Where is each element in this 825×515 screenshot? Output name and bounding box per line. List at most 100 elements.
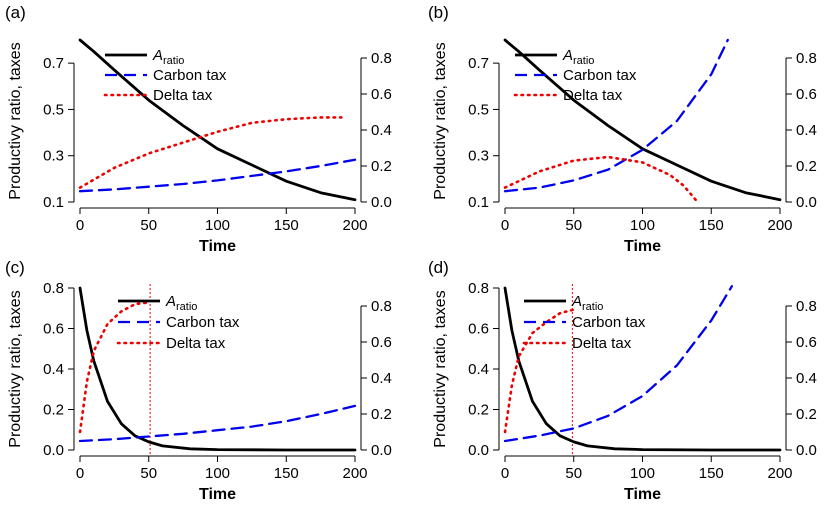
x-tick-label: 100 (205, 465, 230, 482)
panel-a: (a) 0 50 100 150 200 Time 0.1 0.3 0.5 0.7 Productiv… (5, 3, 392, 255)
y-axis-right: 0.0 0.2 0.4 0.6 0.8 (785, 298, 817, 459)
x-tick-label: 0 (501, 217, 509, 234)
y-left-tick-label: 0.6 (468, 321, 489, 338)
x-axis: 0 50 100 150 200 Time (76, 455, 368, 503)
y-left-tick-label: 0.8 (468, 280, 489, 297)
y-left-tick-label: 0.2 (43, 402, 64, 419)
y-right-tick-label: 0.8 (796, 50, 817, 67)
y-left-tick-label: 0.7 (43, 55, 64, 72)
y-right-tick-label: 0.4 (371, 122, 392, 139)
legend-a-ratio-subscript: ratio (176, 301, 197, 313)
y-right-tick-label: 0.0 (796, 442, 817, 459)
plot-area (78, 38, 357, 202)
x-tick-label: 50 (140, 465, 157, 482)
y-axis-left-label: Productivy ratio, taxes (7, 290, 24, 447)
legend-carbon-tax-label: Carbon tax (153, 67, 227, 84)
x-tick-label: 200 (767, 465, 792, 482)
y-right-tick-label: 0.0 (371, 442, 392, 459)
legend-a-ratio-subscript: ratio (163, 55, 184, 67)
legend-carbon-tax-label: Carbon tax (166, 314, 240, 331)
y-right-tick-label: 0.2 (796, 158, 817, 175)
y-right-tick-label: 0.0 (796, 194, 817, 211)
y-left-tick-label: 0.7 (468, 55, 489, 72)
x-axis-label: Time (624, 486, 661, 503)
legend-delta-tax-label: Delta tax (153, 87, 213, 104)
y-axis-right: 0.0 0.2 0.4 0.6 0.8 (785, 50, 817, 211)
plot-area (503, 38, 782, 204)
y-right-tick-label: 0.8 (371, 298, 392, 315)
legend-a-ratio-label: Aratio (152, 47, 184, 67)
legend-a-ratio-label: Aratio (165, 293, 197, 313)
x-tick-label: 50 (140, 217, 157, 234)
x-tick-label: 0 (501, 465, 509, 482)
legend-a-ratio-main: A (562, 47, 573, 64)
panel-label: (a) (5, 3, 26, 22)
y-axis-left: 0.1 0.3 0.5 0.7 Productivy ratio, taxes (432, 42, 500, 211)
x-tick-label: 0 (76, 465, 84, 482)
y-left-tick-label: 0.0 (43, 442, 64, 459)
y-left-tick-label: 0.4 (468, 361, 489, 378)
y-right-tick-label: 0.0 (371, 194, 392, 211)
y-left-tick-label: 0.8 (43, 280, 64, 297)
legend-a-ratio-subscript: ratio (573, 55, 594, 67)
y-left-tick-label: 0.5 (468, 101, 489, 118)
x-axis-label: Time (624, 238, 661, 255)
y-right-tick-label: 0.4 (796, 122, 817, 139)
x-axis-label: Time (199, 486, 236, 503)
x-tick-label: 150 (274, 217, 299, 234)
a-ratio-line (503, 38, 782, 202)
x-tick-label: 50 (565, 465, 582, 482)
legend-a-ratio-main: A (152, 47, 163, 64)
y-left-tick-label: 0.2 (468, 402, 489, 419)
x-tick-label: 100 (630, 217, 655, 234)
panel-label: (b) (428, 3, 449, 22)
y-right-tick-label: 0.8 (371, 50, 392, 67)
y-axis-left: 0.0 0.2 0.4 0.6 0.8 Productivy ratio, taxes (7, 280, 75, 459)
y-left-tick-label: 0.1 (43, 194, 64, 211)
legend-carbon-tax-label: Carbon tax (572, 314, 646, 331)
x-tick-label: 50 (565, 217, 582, 234)
y-axis-left: 0.1 0.3 0.5 0.7 Productivy ratio, taxes (7, 42, 75, 211)
delta-tax-line (503, 308, 576, 434)
y-left-tick-label: 0.0 (468, 442, 489, 459)
y-axis-left: 0.0 0.2 0.4 0.6 0.8 Productivy ratio, taxes (432, 280, 500, 459)
legend-a-ratio-main: A (571, 293, 582, 310)
y-right-tick-label: 0.4 (371, 370, 392, 387)
panel-label: (c) (5, 258, 25, 277)
plot-area (503, 284, 782, 454)
y-left-tick-label: 0.1 (468, 194, 489, 211)
y-right-tick-label: 0.6 (796, 86, 817, 103)
carbon-tax-line (503, 285, 734, 443)
y-axis-left-label: Productivy ratio, taxes (7, 42, 24, 199)
y-right-tick-label: 0.6 (371, 86, 392, 103)
x-tick-label: 150 (699, 465, 724, 482)
y-right-tick-label: 0.2 (371, 406, 392, 423)
legend-delta-tax-label: Delta tax (572, 335, 632, 352)
y-right-tick-label: 0.2 (796, 406, 817, 423)
delta-tax-line (78, 301, 151, 434)
y-axis-right: 0.0 0.2 0.4 0.6 0.8 (360, 298, 392, 459)
x-tick-label: 200 (342, 465, 367, 482)
x-tick-label: 200 (342, 217, 367, 234)
x-axis-label: Time (199, 238, 236, 255)
legend-a-ratio-main: A (165, 293, 176, 310)
carbon-tax-line (503, 38, 729, 193)
x-tick-label: 0 (76, 217, 84, 234)
y-axis-right: 0.0 0.2 0.4 0.6 0.8 (360, 50, 392, 211)
y-right-tick-label: 0.2 (371, 158, 392, 175)
legend-carbon-tax-label: Carbon tax (563, 67, 637, 84)
x-axis: 0 50 100 150 200 Time (501, 207, 793, 255)
panel-d: (d) 0 50 100 150 200 Time 0.0 0.2 0.4 0.6 0.8 Produc… (428, 258, 817, 503)
x-tick-label: 100 (205, 217, 230, 234)
y-axis-left-label: Productivy ratio, taxes (432, 290, 449, 447)
legend-delta-tax-label: Delta tax (563, 87, 623, 104)
y-left-tick-label: 0.3 (468, 148, 489, 165)
y-left-tick-label: 0.4 (43, 361, 64, 378)
x-tick-label: 200 (767, 217, 792, 234)
panel-label: (d) (428, 258, 449, 277)
